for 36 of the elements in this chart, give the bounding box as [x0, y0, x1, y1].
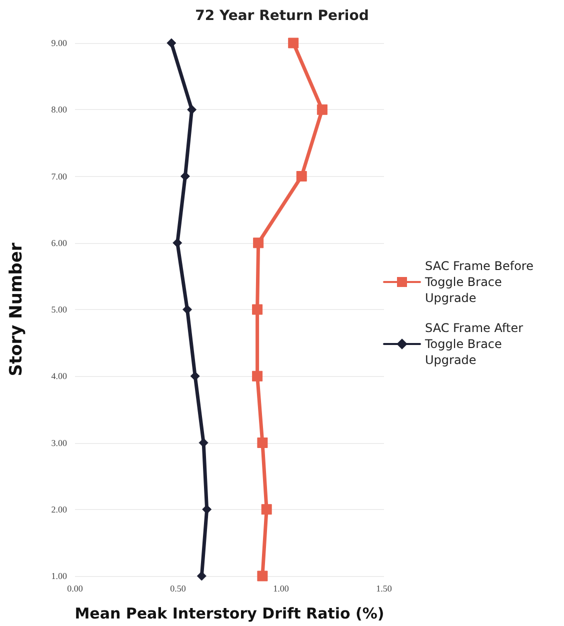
point	[187, 104, 197, 114]
point	[202, 504, 212, 514]
x-tick-label: 1.50	[376, 584, 392, 594]
point	[252, 370, 263, 382]
point	[190, 371, 200, 381]
legend-label: SAC Frame After Toggle Brace Upgrade	[424, 321, 527, 367]
y-axis-title: Story Number	[6, 242, 26, 376]
y-tick-label: 7.00	[51, 171, 68, 182]
point	[316, 104, 328, 115]
point	[253, 238, 264, 248]
point	[252, 304, 263, 315]
x-axis-title: Mean Peak Interstory Drift Ratio (%)	[74, 604, 384, 622]
x-tick-label: 0.00	[67, 584, 84, 594]
point	[196, 571, 206, 581]
y-tick-label: 9.00	[51, 38, 68, 48]
y-tick-label: 1.00	[51, 571, 68, 581]
point	[180, 172, 190, 181]
y-tick-label: 2.00	[51, 504, 68, 514]
legend-label: SAC Frame Before Toggle Brace Upgrade	[424, 259, 538, 305]
y-tick-label: 5.00	[51, 304, 68, 314]
point	[296, 171, 307, 182]
point	[257, 438, 268, 448]
x-tick-label: 0.50	[170, 584, 186, 594]
point	[166, 38, 176, 48]
y-tick-label: 6.00	[51, 238, 68, 248]
point	[182, 304, 192, 314]
chart-title: 72 Year Return Period	[195, 8, 369, 24]
point	[288, 38, 299, 48]
point	[172, 238, 182, 248]
x-tick-label: 1.00	[273, 584, 290, 594]
y-tick-label: 8.00	[51, 104, 68, 115]
point	[198, 438, 208, 448]
y-tick-label: 3.00	[51, 438, 68, 448]
y-tick-label: 4.00	[51, 371, 68, 382]
point	[257, 570, 268, 582]
point	[261, 504, 272, 515]
